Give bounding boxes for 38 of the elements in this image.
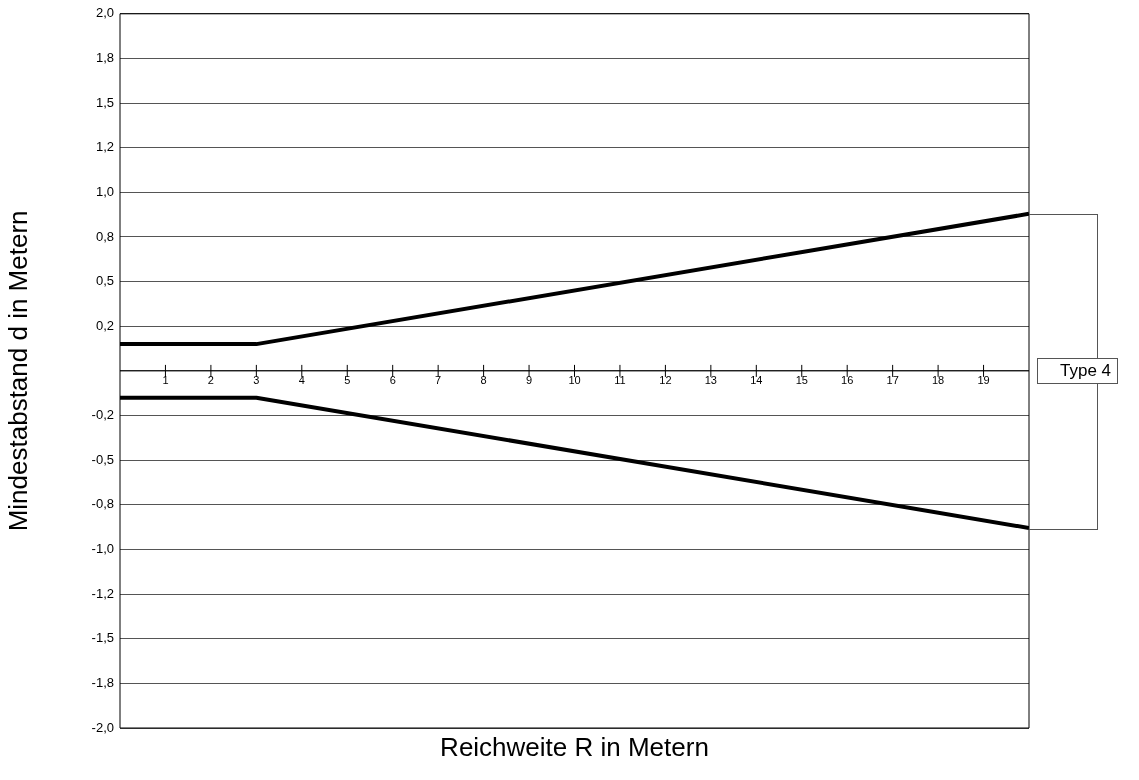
x-tick-label: 8 — [480, 373, 487, 386]
y-tick-label: -0,2 — [91, 407, 114, 423]
y-tick-label: -0,8 — [91, 496, 114, 512]
y-tick-label: -1,8 — [91, 674, 114, 690]
x-tick-label: 17 — [886, 373, 899, 386]
x-tick-label: 9 — [525, 373, 533, 386]
x-tick-label: 15 — [795, 373, 808, 386]
x-tick-label: 14 — [750, 373, 763, 386]
y-tick-label: -1,2 — [91, 585, 114, 601]
y-tick-label: 0,8 — [95, 228, 114, 244]
x-tick-label: 1 — [162, 373, 169, 386]
x-tick-label: 11 — [614, 373, 626, 386]
x-tick-label: 6 — [389, 373, 396, 386]
y-tick-label: -0,5 — [91, 451, 114, 467]
x-tick-label: 3 — [253, 373, 260, 386]
x-tick-label: 19 — [977, 373, 990, 386]
x-tick-label: 16 — [841, 373, 854, 386]
y-tick-label: 1,8 — [95, 50, 114, 66]
x-axis-title: Reichweite R in Metern — [440, 732, 709, 763]
y-tick-label: 0,5 — [95, 273, 114, 289]
x-tick-label: 10 — [568, 373, 581, 386]
y-tick-label: 1,5 — [95, 94, 114, 110]
y-axis-title: Mindestabstand d in Metern — [2, 210, 33, 532]
y-tick-label: 2,0 — [95, 5, 114, 21]
y-tick-label: 1,0 — [95, 183, 114, 199]
y-tick-label: 0,2 — [95, 317, 114, 333]
x-tick-label: 18 — [931, 373, 945, 386]
y-tick-label: -2,0 — [91, 719, 114, 735]
x-tick-label: 5 — [344, 373, 351, 386]
text: Type 4 — [1037, 357, 1119, 384]
x-tick-label: 4 — [298, 373, 305, 386]
y-tick-label: -1,0 — [91, 541, 114, 557]
y-tick-label: 1,2 — [95, 139, 114, 155]
x-tick-label: 7 — [435, 373, 442, 386]
y-tick-label: -1,5 — [91, 630, 114, 646]
x-tick-label: 13 — [704, 373, 717, 386]
x-tick-label: 2 — [207, 373, 214, 386]
x-tick-label: 12 — [659, 373, 672, 386]
